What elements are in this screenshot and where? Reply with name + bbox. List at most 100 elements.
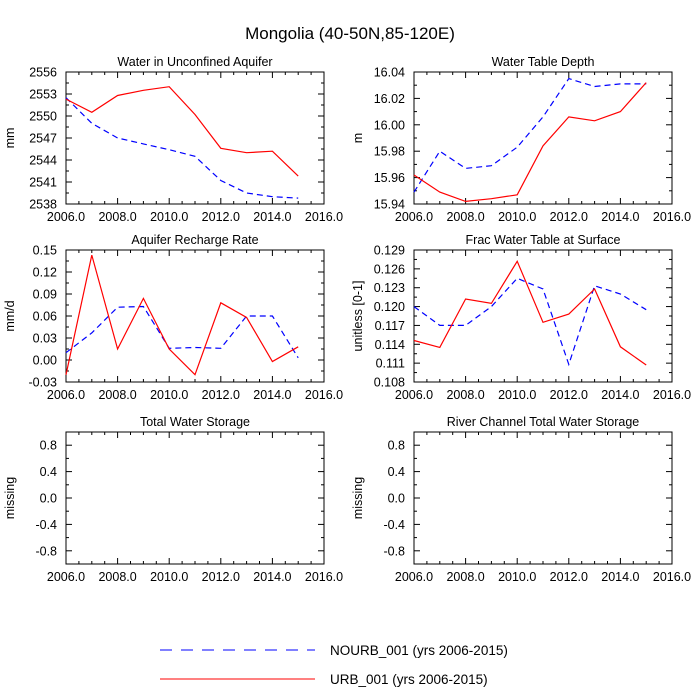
y-tick-label: 15.96 bbox=[374, 171, 405, 185]
figure-title: Mongolia (40-50N,85-120E) bbox=[245, 24, 455, 43]
y-tick-label: 16.02 bbox=[374, 92, 405, 106]
y-tick-label: -0.4 bbox=[383, 518, 405, 532]
y-tick-label: -0.8 bbox=[383, 544, 405, 558]
y-tick-label: 16.00 bbox=[374, 118, 405, 132]
y-tick-label: 16.04 bbox=[374, 66, 405, 80]
series-line bbox=[65, 86, 299, 177]
y-tick-label: 0.09 bbox=[33, 288, 57, 302]
x-tick-label: 2006.0 bbox=[395, 570, 433, 584]
x-tick-label: 2016.0 bbox=[653, 210, 691, 224]
x-tick-label: 2008.0 bbox=[446, 570, 484, 584]
y-tick-label: 2547 bbox=[29, 132, 57, 146]
x-tick-label: 2010.0 bbox=[498, 388, 536, 402]
x-tick-label: 2008.0 bbox=[446, 210, 484, 224]
x-tick-label: 2012.0 bbox=[550, 210, 588, 224]
y-axis-label: mm bbox=[3, 128, 17, 149]
y-tick-label: 0.117 bbox=[375, 319, 405, 333]
series-line bbox=[65, 97, 299, 199]
x-tick-label: 2014.0 bbox=[601, 388, 639, 402]
x-tick-label: 2016.0 bbox=[305, 570, 343, 584]
y-axis-label: missing bbox=[351, 477, 365, 519]
x-tick-label: 2006.0 bbox=[395, 388, 433, 402]
y-tick-label: 0.8 bbox=[40, 439, 57, 453]
series-line bbox=[65, 305, 299, 359]
plot-frame bbox=[413, 71, 673, 205]
y-tick-label: 2556 bbox=[29, 66, 57, 80]
y-tick-label: 0.114 bbox=[375, 338, 405, 352]
x-tick-label: 2012.0 bbox=[202, 210, 240, 224]
chart-panel: Frac Water Table at Surface unitless [0-1… bbox=[351, 233, 691, 402]
series-line bbox=[413, 82, 647, 203]
plot-frame bbox=[65, 249, 325, 383]
y-tick-label: 0.108 bbox=[374, 376, 405, 390]
x-tick-label: 2006.0 bbox=[47, 388, 85, 402]
legend-label: NOURB_001 (yrs 2006-2015) bbox=[330, 643, 508, 658]
y-tick-label: 15.98 bbox=[374, 145, 405, 159]
y-tick-label: 0.03 bbox=[33, 332, 57, 346]
chart-panel: Aquifer Recharge Rate mm/d 2006.0 2008.0 201… bbox=[3, 233, 343, 402]
y-tick-label: 0.126 bbox=[374, 262, 405, 276]
y-tick-label: 2538 bbox=[29, 198, 57, 212]
chart-title: Frac Water Table at Surface bbox=[466, 233, 621, 247]
x-tick-label: 2012.0 bbox=[202, 388, 240, 402]
y-tick-label: 15.94 bbox=[374, 198, 405, 212]
x-tick-label: 2010.0 bbox=[150, 388, 188, 402]
panels: Water in Unconfined Aquifer mm 2006.0 2008.… bbox=[3, 55, 691, 584]
series-line bbox=[413, 277, 647, 367]
x-tick-label: 2006.0 bbox=[395, 210, 433, 224]
chart-panel: Water Table Depth m 2006.0 2008.0 2010.0 2012… bbox=[351, 55, 691, 224]
x-tick-label: 2016.0 bbox=[653, 388, 691, 402]
x-tick-label: 2012.0 bbox=[550, 388, 588, 402]
chart-title: Water Table Depth bbox=[492, 55, 595, 69]
x-tick-label: 2008.0 bbox=[98, 210, 136, 224]
y-tick-label: 0.129 bbox=[374, 244, 405, 258]
y-tick-label: 0.4 bbox=[40, 465, 57, 479]
legend: NOURB_001 (yrs 2006-2015) URB_001 (yrs 20… bbox=[160, 643, 508, 687]
y-tick-label: 2553 bbox=[29, 88, 57, 102]
chart-title: Total Water Storage bbox=[140, 415, 250, 429]
x-tick-label: 2014.0 bbox=[253, 210, 291, 224]
chart-title: Water in Unconfined Aquifer bbox=[117, 55, 272, 69]
plot-frame bbox=[65, 431, 325, 565]
x-tick-label: 2008.0 bbox=[98, 388, 136, 402]
chart-panel: Total Water Storage missing 2006.0 2008.0 20… bbox=[3, 415, 343, 584]
y-tick-label: 0.0 bbox=[40, 492, 57, 506]
y-tick-label: 0.0 bbox=[388, 492, 405, 506]
x-tick-label: 2014.0 bbox=[601, 210, 639, 224]
y-axis-label: mm/d bbox=[3, 300, 17, 331]
series-line bbox=[413, 259, 647, 366]
x-tick-label: 2006.0 bbox=[47, 210, 85, 224]
y-tick-label: 2544 bbox=[29, 154, 57, 168]
x-tick-label: 2008.0 bbox=[98, 570, 136, 584]
x-tick-label: 2014.0 bbox=[253, 388, 291, 402]
y-tick-label: 0.123 bbox=[374, 281, 405, 295]
y-tick-label: 2541 bbox=[29, 176, 57, 190]
y-tick-label: 2550 bbox=[29, 110, 57, 124]
x-tick-label: 2016.0 bbox=[305, 210, 343, 224]
x-tick-label: 2014.0 bbox=[601, 570, 639, 584]
chart-panel: River Channel Total Water Storage missing… bbox=[351, 415, 691, 584]
y-tick-label: -0.8 bbox=[35, 544, 57, 558]
y-axis-label: missing bbox=[3, 477, 17, 519]
legend-label: URB_001 (yrs 2006-2015) bbox=[330, 672, 488, 687]
chart-title: Aquifer Recharge Rate bbox=[131, 233, 258, 247]
chart-panel: Water in Unconfined Aquifer mm 2006.0 2008.… bbox=[3, 55, 343, 224]
y-axis-label: unitless [0-1] bbox=[351, 281, 365, 352]
y-tick-label: 0.111 bbox=[376, 357, 405, 371]
x-tick-label: 2008.0 bbox=[446, 388, 484, 402]
x-tick-label: 2012.0 bbox=[202, 570, 240, 584]
y-tick-label: 0.8 bbox=[388, 439, 405, 453]
x-tick-label: 2014.0 bbox=[253, 570, 291, 584]
series-line bbox=[65, 254, 299, 376]
x-tick-label: 2010.0 bbox=[150, 570, 188, 584]
y-tick-label: 0.06 bbox=[33, 310, 57, 324]
x-tick-label: 2010.0 bbox=[150, 210, 188, 224]
x-tick-label: 2016.0 bbox=[305, 388, 343, 402]
x-tick-label: 2016.0 bbox=[653, 570, 691, 584]
plot-frame bbox=[413, 431, 673, 565]
y-tick-label: -0.4 bbox=[35, 518, 57, 532]
y-tick-label: 0.15 bbox=[33, 244, 57, 258]
y-axis-label: m bbox=[351, 133, 365, 143]
x-tick-label: 2006.0 bbox=[47, 570, 85, 584]
